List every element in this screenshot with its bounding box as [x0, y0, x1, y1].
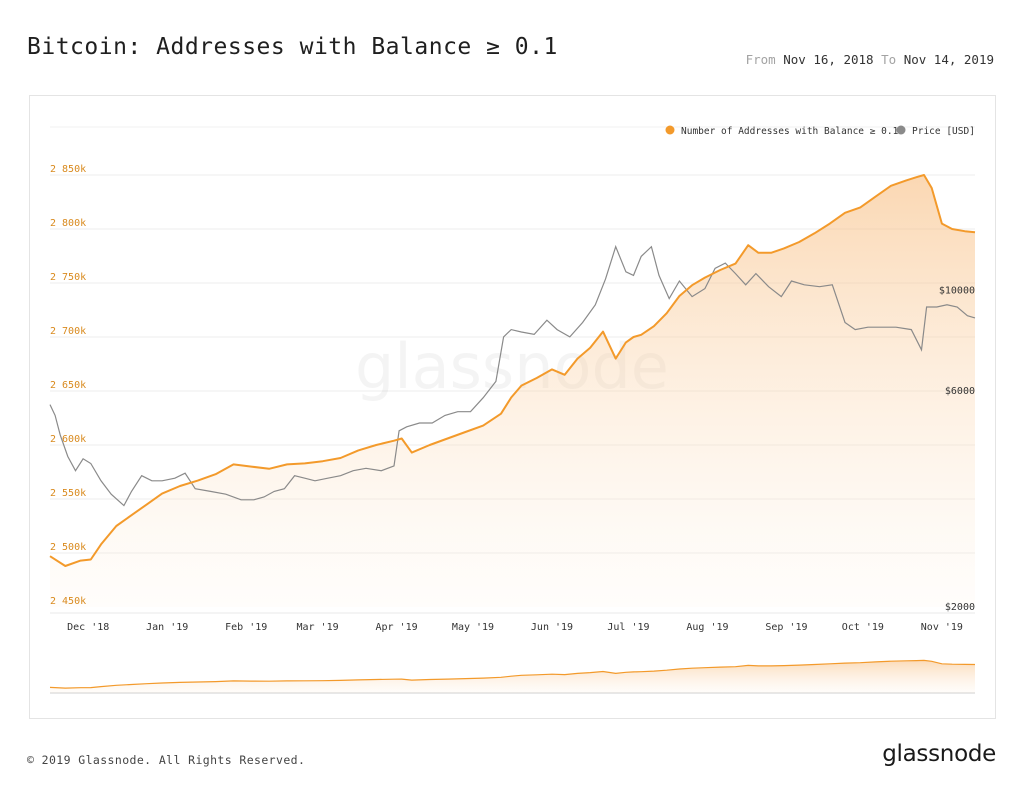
x-tick-label: Mar '19 — [296, 622, 338, 633]
navigator-area — [50, 660, 975, 693]
y-left-tick-label: 2 800k — [50, 218, 86, 229]
glassnode-logo[interactable]: glassnode — [882, 741, 996, 767]
from-label: From — [745, 52, 776, 67]
y-left-tick-label: 2 650k — [50, 380, 86, 391]
x-tick-label: Nov '19 — [921, 622, 963, 633]
chart-frame — [29, 95, 996, 719]
legend-price-label[interactable]: Price [USD] — [912, 126, 975, 137]
copyright: © 2019 Glassnode. All Rights Reserved. — [27, 753, 306, 767]
y-right-tick-label: $10000 — [939, 286, 975, 297]
x-tick-label: Aug '19 — [686, 622, 728, 633]
y-left-tick-label: 2 550k — [50, 488, 86, 499]
x-tick-label: Dec '18 — [67, 622, 109, 633]
chart-title: Bitcoin: Addresses with Balance ≥ 0.1 — [27, 34, 558, 60]
x-tick-label: Feb '19 — [225, 622, 267, 633]
x-tick-label: May '19 — [452, 622, 494, 633]
date-range[interactable]: From Nov 16, 2018 To Nov 14, 2019 — [746, 52, 994, 67]
legend: Number of Addresses with Balance ≥ 0.1 P… — [665, 125, 975, 137]
from-date[interactable]: Nov 16, 2018 — [783, 52, 874, 67]
x-tick-label: Jan '19 — [146, 622, 188, 633]
x-tick-label: Oct '19 — [842, 622, 884, 633]
y-left-tick-label: 2 450k — [50, 596, 86, 607]
legend-addresses-label[interactable]: Number of Addresses with Balance ≥ 0.1 — [681, 126, 899, 137]
x-tick-label: Apr '19 — [375, 622, 417, 633]
x-axis: Dec '18 Jan '19 Feb '19 Mar '19 Apr '19 May '… — [50, 612, 975, 633]
navigator[interactable] — [49, 659, 976, 694]
y-left-tick-label: 2 600k — [50, 434, 86, 445]
x-tick-label: Jun '19 — [531, 622, 573, 633]
navigator-line — [49, 659, 976, 689]
y-left-tick-label: 2 750k — [50, 272, 86, 283]
addresses-line — [49, 174, 976, 567]
y-left-tick-label: 2 850k — [50, 164, 86, 175]
to-date[interactable]: Nov 14, 2019 — [903, 52, 994, 67]
x-tick-label: Sep '19 — [765, 622, 807, 633]
y-axis-right: $2000 $6000 $10000 — [939, 286, 975, 613]
y-right-tick-label: $6000 — [945, 386, 975, 397]
y-right-tick-label: $2000 — [945, 602, 975, 613]
y-left-tick-label: 2 500k — [50, 542, 86, 553]
legend-price-marker — [896, 125, 906, 135]
price-line — [49, 244, 976, 507]
y-axis-left: 2 450k 2 500k 2 550k 2 600k 2 650k 2 700k 2 75… — [50, 164, 86, 607]
y-left-tick-label: 2 700k — [50, 326, 86, 337]
legend-addresses-marker — [665, 125, 675, 135]
x-tick-label: Jul '19 — [607, 622, 649, 633]
to-label: To — [881, 52, 897, 67]
